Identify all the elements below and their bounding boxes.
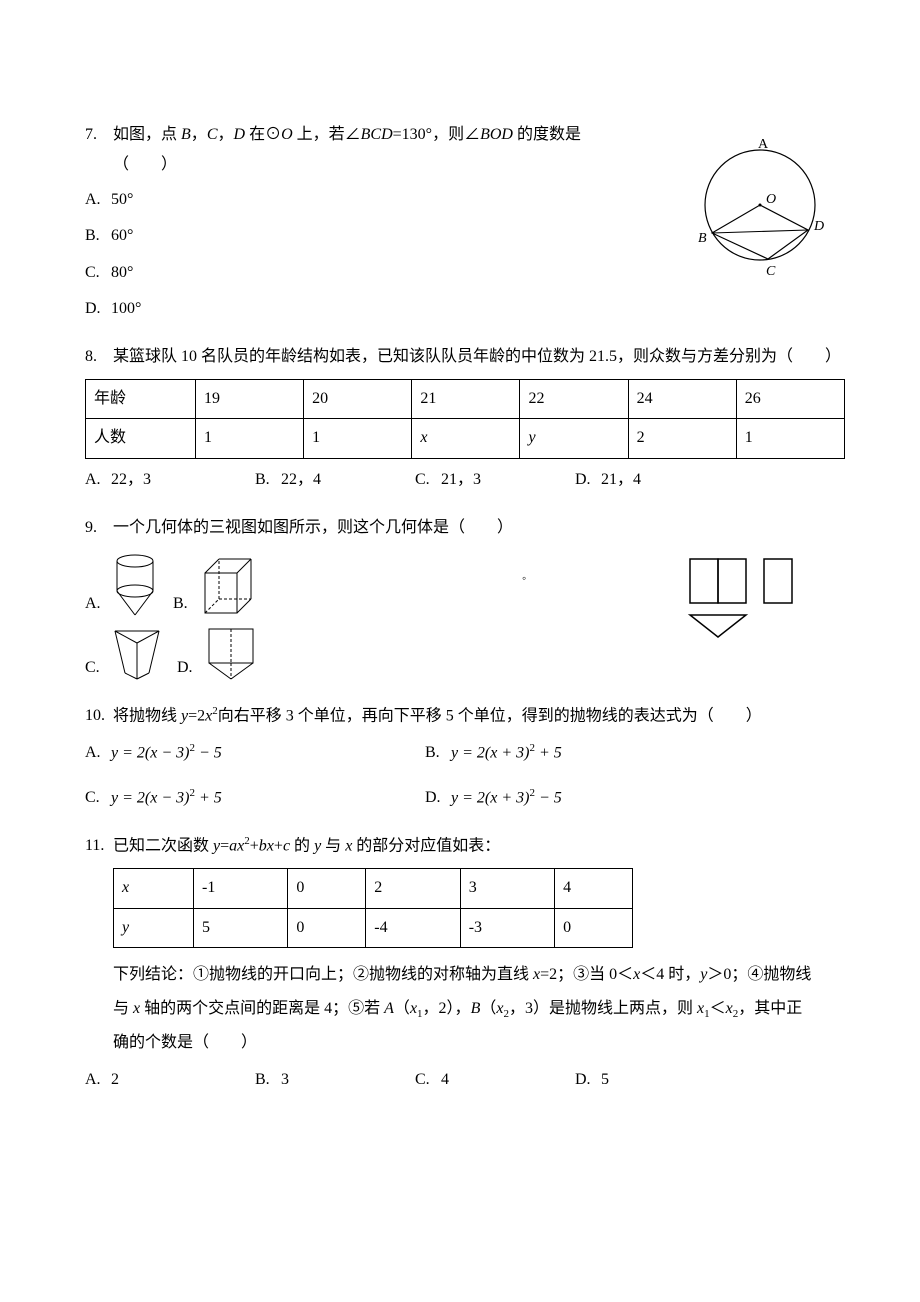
q9-opt-d: D. [177, 623, 259, 683]
fig-label-b: B [698, 231, 707, 246]
tri-prism-icon [111, 625, 163, 683]
question-11: 11. 已知二次函数 y=ax2+bx+c 的 y 与 x 的部分对应值如表： … [85, 831, 840, 1095]
table-row: 人数 1 1 x y 2 1 [86, 419, 845, 458]
q9-number: 9. [85, 513, 113, 543]
table-row: x -1 0 2 3 4 [114, 869, 633, 908]
q10-stem: 将抛物线 y=2x2向右平移 3 个单位，再向下平移 5 个单位，得到的抛物线的… [113, 701, 840, 732]
q9-opt-a: A. [85, 553, 159, 619]
q11-opt-a: A.2 [85, 1065, 255, 1095]
cylinder-cone-icon [111, 553, 159, 619]
q10-opt-c: C.y = 2(x − 3)2 + 5 [85, 783, 425, 814]
q8-opt-b: B.22，4 [255, 465, 415, 495]
q7-opt-b: B.60° [85, 221, 630, 251]
q10-opt-b: B.y = 2(x + 3)2 + 5 [425, 738, 840, 769]
fig-label-o: O [766, 192, 776, 207]
q11-stem: 已知二次函数 y=ax2+bx+c 的 y 与 x 的部分对应值如表： [113, 831, 840, 862]
q8-opt-c: C.21，3 [415, 465, 575, 495]
q9-options: A. B. C. D. [85, 543, 630, 683]
question-9: 9. 一个几何体的三视图如图所示，则这个几何体是（ ） A. B. [85, 513, 840, 683]
q7-options: A.50° B.60° C.80° D.100° [85, 185, 630, 325]
prism-wedge-icon [203, 623, 259, 683]
q7-figure: A O B C D [680, 130, 840, 280]
q8-table: 年龄 19 20 21 22 24 26 人数 1 1 x y 2 1 [85, 379, 845, 459]
q11-continuation: 下列结论：①抛物线的开口向上；②抛物线的对称轴为直线 x=2；③当 0＜x＜4 … [113, 958, 840, 1059]
q8-opt-d: D.21，4 [575, 465, 641, 495]
q11-opt-d: D.5 [575, 1065, 609, 1095]
q11-number: 11. [85, 831, 113, 861]
q9-views-figure: ◦ [660, 543, 840, 653]
q7-left: 7. 如图，点 B，C，D 在⊙O 上，若∠BCD=130°，则∠BOD 的度数… [85, 120, 630, 324]
question-10: 10. 将抛物线 y=2x2向右平移 3 个单位，再向下平移 5 个单位，得到的… [85, 701, 840, 813]
fig-label-a: A [758, 137, 769, 152]
fig-label-d: D [813, 219, 824, 234]
q8-number: 8. [85, 342, 113, 372]
q8-options: A.22，3 B.22，4 C.21，3 D.21，4 [85, 465, 840, 495]
q10-opt-a: A.y = 2(x − 3)2 − 5 [85, 738, 425, 769]
question-7: 7. 如图，点 B，C，D 在⊙O 上，若∠BCD=130°，则∠BOD 的度数… [85, 120, 840, 324]
q11-opt-b: B.3 [255, 1065, 415, 1095]
q7-stem: 如图，点 B，C，D 在⊙O 上，若∠BCD=130°，则∠BOD 的度数是（ … [113, 120, 630, 181]
q10-number: 10. [85, 701, 113, 731]
q8-opt-a: A.22，3 [85, 465, 255, 495]
q11-opt-c: C.4 [415, 1065, 575, 1095]
q7-number: 7. [85, 120, 113, 150]
q10-options: A.y = 2(x − 3)2 − 5 B.y = 2(x + 3)2 + 5 … [85, 738, 840, 813]
q10-opt-d: D.y = 2(x + 3)2 − 5 [425, 783, 840, 814]
table-row: y 5 0 -4 -3 0 [114, 908, 633, 947]
question-8: 8. 某篮球队 10 名队员的年龄结构如表，已知该队队员年龄的中位数为 21.5… [85, 342, 840, 495]
q7-opt-c: C.80° [85, 258, 630, 288]
q9-opt-b: B. [173, 553, 259, 619]
table-row: 年龄 19 20 21 22 24 26 [86, 379, 845, 418]
q7-opt-d: D.100° [85, 294, 630, 324]
cursor-icon: ◦ [522, 567, 526, 590]
q8-stem: 某篮球队 10 名队员的年龄结构如表，已知该队队员年龄的中位数为 21.5，则众… [113, 342, 840, 372]
q11-options: A.2 B.3 C.4 D.5 [85, 1065, 840, 1095]
q11-table: x -1 0 2 3 4 y 5 0 -4 -3 0 [113, 868, 633, 948]
q7-opt-a: A.50° [85, 185, 630, 215]
cube-icon [199, 553, 259, 619]
q9-stem: 一个几何体的三视图如图所示，则这个几何体是（ ） [113, 513, 840, 543]
fig-label-c: C [766, 264, 776, 279]
q9-opt-c: C. [85, 625, 163, 683]
